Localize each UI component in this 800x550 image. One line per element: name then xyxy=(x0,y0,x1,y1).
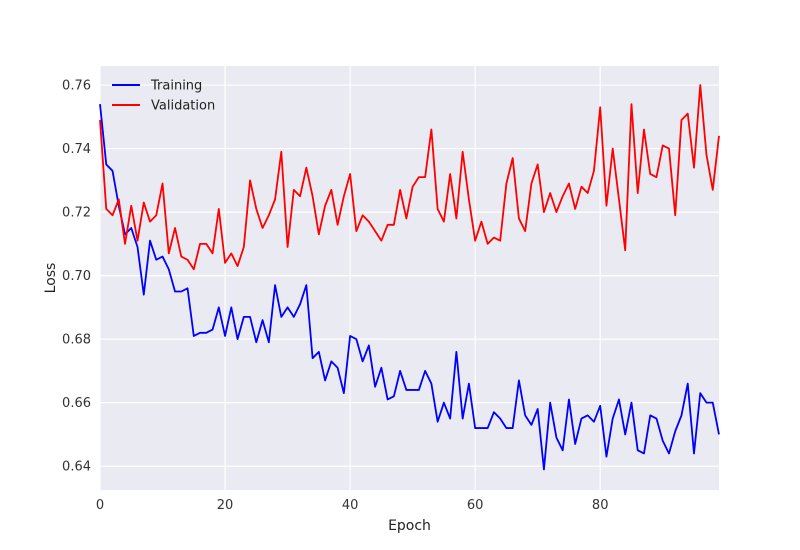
legend-label-training: Training xyxy=(150,79,202,94)
x-tick-label: 20 xyxy=(217,498,234,513)
y-axis-label: Loss xyxy=(43,263,59,294)
tick-labels: 0 20 40 60 80 0.64 0.66 0.68 0.70 0.72 0.74 0.76 xyxy=(62,79,608,513)
x-tick-label: 60 xyxy=(467,498,484,513)
y-tick-label: 0.72 xyxy=(62,206,91,221)
y-tick-label: 0.68 xyxy=(62,333,91,348)
y-tick-label: 0.66 xyxy=(62,396,91,411)
x-axis-label: Epoch xyxy=(388,518,431,534)
legend: Training Validation xyxy=(112,79,215,114)
y-tick-label: 0.70 xyxy=(62,269,91,284)
legend-label-validation: Validation xyxy=(151,99,215,114)
x-tick-label: 80 xyxy=(592,498,609,513)
series-line-validation xyxy=(99,84,720,271)
y-tick-label: 0.74 xyxy=(62,142,91,157)
x-tick-label: 0 xyxy=(96,498,104,513)
plot-area xyxy=(100,66,719,490)
series-line-training xyxy=(99,104,720,471)
grid xyxy=(99,66,719,490)
y-tick-label: 0.76 xyxy=(62,79,91,94)
x-tick-label: 40 xyxy=(342,498,359,513)
y-tick-label: 0.64 xyxy=(62,460,91,475)
series-lines xyxy=(99,84,720,471)
